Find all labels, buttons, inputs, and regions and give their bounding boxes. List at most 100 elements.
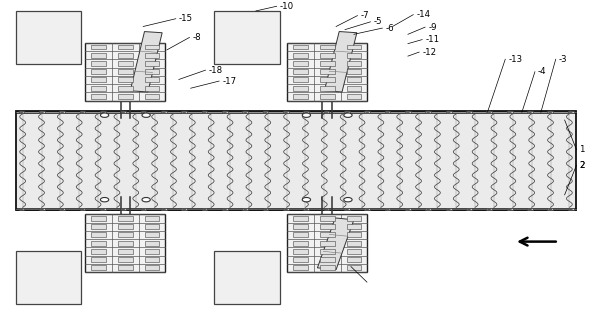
Text: -6: -6 — [386, 24, 394, 33]
Bar — [15, 111, 577, 210]
Bar — [15, 251, 81, 304]
Text: -15: -15 — [178, 14, 193, 23]
Bar — [568, 208, 574, 210]
Bar — [346, 224, 361, 229]
Circle shape — [121, 208, 125, 210]
Bar — [15, 111, 577, 210]
Bar — [486, 111, 492, 113]
Bar — [91, 241, 106, 246]
Bar — [283, 111, 289, 113]
Bar — [293, 257, 308, 262]
Circle shape — [20, 208, 23, 210]
Circle shape — [344, 198, 352, 202]
Circle shape — [264, 208, 267, 210]
Text: -11: -11 — [425, 35, 439, 44]
Bar — [91, 53, 106, 58]
Bar — [466, 111, 472, 113]
Bar — [346, 69, 361, 74]
Bar — [100, 208, 106, 210]
Bar — [59, 208, 65, 210]
Bar — [293, 53, 308, 58]
Bar — [100, 111, 106, 113]
Circle shape — [447, 111, 450, 113]
Text: -8: -8 — [192, 33, 201, 42]
Text: 2: 2 — [580, 161, 585, 170]
Circle shape — [508, 111, 511, 113]
Bar — [18, 208, 24, 210]
Bar — [91, 69, 106, 74]
Bar — [15, 111, 577, 113]
Bar — [145, 86, 159, 91]
Bar — [320, 224, 334, 229]
Bar — [262, 111, 268, 113]
Bar — [145, 265, 159, 270]
Bar — [91, 265, 106, 270]
Text: 1: 1 — [580, 145, 585, 154]
Bar — [59, 111, 65, 113]
Circle shape — [203, 208, 206, 210]
Bar — [91, 232, 106, 237]
Text: -18: -18 — [208, 66, 223, 75]
Circle shape — [569, 111, 572, 113]
Circle shape — [386, 208, 389, 210]
Circle shape — [203, 111, 206, 113]
Bar — [293, 265, 308, 270]
Circle shape — [121, 111, 125, 113]
Bar — [425, 208, 431, 210]
Circle shape — [305, 208, 308, 210]
Text: -10: -10 — [280, 2, 294, 11]
Bar — [346, 78, 361, 82]
Circle shape — [101, 198, 109, 202]
Text: -4: -4 — [538, 67, 547, 76]
Circle shape — [406, 111, 409, 113]
Circle shape — [183, 111, 186, 113]
Circle shape — [20, 111, 23, 113]
Text: -9: -9 — [428, 23, 437, 32]
Bar — [140, 111, 146, 113]
Bar — [283, 208, 289, 210]
Bar — [15, 208, 577, 210]
Circle shape — [302, 198, 311, 202]
Bar — [91, 45, 106, 50]
Bar — [118, 216, 133, 221]
Bar — [161, 111, 167, 113]
Bar — [145, 69, 159, 74]
Bar — [118, 232, 133, 237]
Bar — [118, 86, 133, 91]
Bar — [506, 208, 512, 210]
Bar — [80, 111, 86, 113]
Bar — [145, 241, 159, 246]
Bar — [293, 216, 308, 221]
Bar — [80, 208, 86, 210]
Circle shape — [264, 111, 267, 113]
Bar — [118, 45, 133, 50]
Bar — [91, 224, 106, 229]
Bar — [293, 241, 308, 246]
Circle shape — [40, 111, 43, 113]
Circle shape — [487, 208, 491, 210]
Bar — [346, 86, 361, 91]
Bar — [324, 111, 330, 113]
Bar — [202, 208, 208, 210]
Circle shape — [142, 198, 151, 202]
Circle shape — [81, 208, 84, 210]
Bar — [145, 61, 159, 66]
Bar — [120, 111, 126, 113]
Circle shape — [243, 111, 247, 113]
Bar — [506, 111, 512, 113]
Circle shape — [508, 208, 511, 210]
Circle shape — [223, 111, 227, 113]
Bar — [346, 94, 361, 99]
Bar — [346, 249, 361, 254]
Bar — [364, 111, 370, 113]
Bar — [293, 224, 308, 229]
Bar — [293, 232, 308, 237]
Bar — [320, 232, 334, 237]
Bar — [425, 111, 431, 113]
Polygon shape — [317, 218, 354, 270]
Bar — [39, 208, 45, 210]
Bar — [145, 257, 159, 262]
Circle shape — [142, 208, 145, 210]
Bar — [384, 111, 390, 113]
Bar — [320, 241, 334, 246]
